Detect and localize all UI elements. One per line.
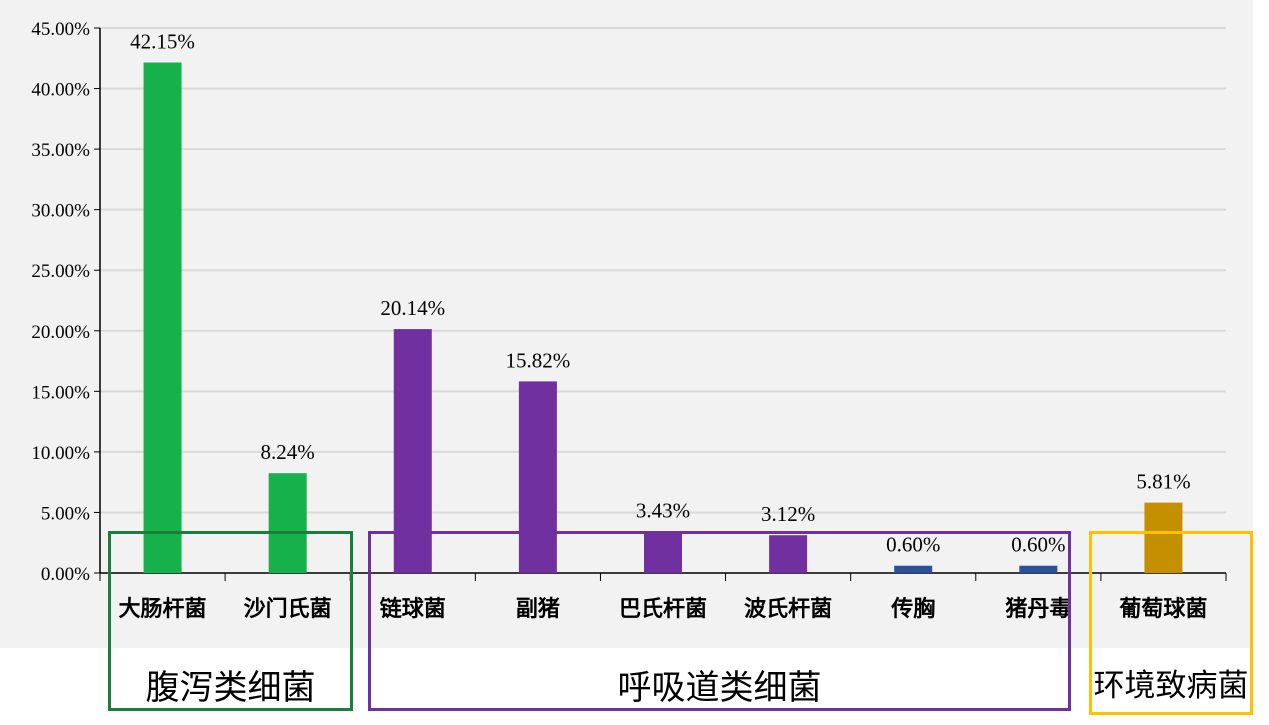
value-label: 3.43%	[636, 498, 690, 522]
bar	[1144, 502, 1183, 573]
category-label: 副猪	[516, 596, 560, 622]
y-tick-label: 45.00%	[31, 19, 90, 40]
category-label: 巴氏杆菌	[619, 597, 707, 622]
bar-chart: 0.00% 5.00% 10.00% 15.00% 20.00% 25.00% 30.00%…	[31, 19, 1227, 622]
bar	[769, 535, 808, 573]
y-tick-label: 30.00%	[31, 201, 90, 222]
category-label: 大肠杆菌	[119, 597, 207, 622]
category-label: 链球菌	[380, 596, 446, 622]
bar	[268, 473, 307, 573]
value-label: 15.82%	[506, 348, 571, 372]
group-label-diarrhea: 腹泻类细菌	[145, 668, 316, 708]
value-label: 5.81%	[1136, 470, 1190, 494]
category-label: 传胸	[890, 596, 935, 622]
bar	[518, 381, 557, 573]
bar	[1019, 565, 1058, 573]
y-tick-label: 15.00%	[31, 382, 90, 403]
group-label-environmental: 环境致病菌	[1093, 668, 1249, 704]
y-tick-label: 25.00%	[31, 261, 90, 282]
y-tick-label: 5.00%	[41, 503, 90, 524]
group-box-diarrhea	[108, 531, 353, 711]
y-tick-label: 35.00%	[31, 140, 90, 161]
value-label: 0.60%	[1011, 533, 1065, 557]
bar	[143, 62, 182, 574]
group-box-respiratory	[368, 531, 1071, 711]
chart-area: 0.00% 5.00% 10.00% 15.00% 20.00% 25.00% 30.00%…	[0, 0, 1253, 648]
bar	[894, 565, 933, 573]
y-tick-label: 10.00%	[31, 443, 90, 464]
category-label: 葡萄球菌	[1118, 597, 1207, 622]
group-box-environmental	[1089, 531, 1253, 715]
y-tick-label: 0.00%	[41, 564, 90, 585]
category-label: 沙门氏菌	[244, 596, 332, 622]
bar	[644, 531, 682, 573]
value-label: 20.14%	[380, 296, 445, 320]
value-label: 0.60%	[886, 533, 940, 557]
category-label: 猪丹毒	[1005, 596, 1071, 622]
group-label-respiratory: 呼吸道类细菌	[617, 668, 822, 708]
y-tick-label: 40.00%	[31, 80, 90, 101]
value-label: 42.15%	[130, 30, 195, 54]
value-label: 3.12%	[761, 502, 815, 526]
value-label: 8.24%	[261, 440, 315, 464]
category-label: 波氏杆菌	[744, 597, 832, 622]
y-tick-label: 20.00%	[31, 322, 90, 343]
